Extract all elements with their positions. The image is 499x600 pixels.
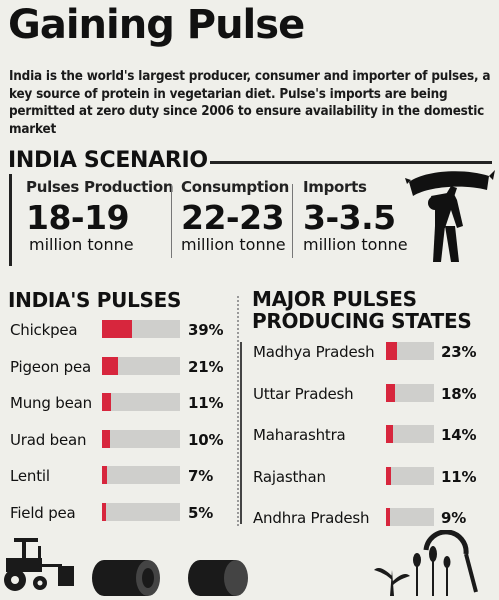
- bar-fill: [102, 502, 106, 521]
- bar-track: [102, 429, 180, 448]
- states-chart-title: MAJOR PULSES PRODUCING STATES: [252, 287, 472, 333]
- stat-label: Consumption: [181, 178, 289, 196]
- stat-divider: [292, 184, 293, 258]
- bar-fill: [102, 429, 110, 448]
- bar-fill: [386, 425, 393, 443]
- pulses-chart-title: INDIA'S PULSES: [8, 288, 182, 312]
- bar-fill: [386, 466, 392, 485]
- bar-track: [386, 466, 434, 485]
- bar-track: [102, 393, 180, 411]
- sprout-icon: [374, 568, 410, 596]
- bar-fill: [386, 342, 398, 360]
- sickle-icon: [423, 530, 478, 593]
- stat-consumption: Consumption 22-23 million tonne: [181, 178, 289, 254]
- stat-imports: Imports 3-3.5 million tonne: [303, 178, 408, 254]
- bar-track: [102, 502, 180, 521]
- bar-label: Field pea: [10, 503, 76, 522]
- column-divider: [237, 296, 239, 526]
- bar-value-label: 39%: [188, 321, 224, 339]
- bar-value-label: 9%: [441, 509, 467, 527]
- bar-track: [102, 466, 180, 484]
- stat-unit: million tonne: [29, 235, 134, 254]
- bar-fill: [386, 508, 391, 526]
- bar-fill: [386, 383, 395, 402]
- bar-label: Rajasthan: [253, 467, 326, 486]
- bar-value-label: 10%: [188, 430, 224, 449]
- bar-fill: [102, 320, 133, 338]
- hay-bale-icon: [92, 560, 248, 596]
- bar-label: Lentil: [10, 467, 50, 485]
- bar-label: Madhya Pradesh: [253, 343, 375, 361]
- states-axis-line: [240, 342, 242, 524]
- bar-value-label: 21%: [188, 357, 224, 376]
- bar-label: Pigeon pea: [10, 357, 92, 376]
- stat-unit: million tonne: [303, 235, 408, 254]
- stat-value: 3-3.5: [303, 198, 396, 237]
- bar-value-label: 7%: [188, 467, 214, 485]
- bar-value-label: 11%: [441, 467, 477, 486]
- scenario-rule: [210, 161, 492, 164]
- bar-fill: [102, 466, 108, 484]
- states-title-line-1: MAJOR PULSES: [252, 287, 417, 311]
- scenario-box: [9, 174, 412, 266]
- bar-label: Andhra Pradesh: [253, 509, 370, 527]
- states-title-line-2: PRODUCING STATES: [252, 309, 472, 333]
- intro-text: India is the world's largest producer, c…: [9, 69, 491, 137]
- bar-label: Mung bean: [10, 394, 92, 412]
- stat-unit: million tonne: [181, 235, 286, 254]
- bar-value-label: 11%: [188, 394, 224, 412]
- scenario-heading: INDIA SCENARIO: [8, 148, 208, 173]
- page-title: Gaining Pulse: [8, 2, 305, 48]
- bar-track: [386, 425, 434, 443]
- stat-divider: [171, 184, 172, 258]
- porter-icon: [405, 170, 495, 262]
- bar-value-label: 14%: [441, 426, 477, 444]
- footer-illustration: [4, 530, 478, 596]
- bar-fill: [102, 393, 111, 411]
- bar-track: [386, 383, 434, 402]
- bar-value-label: 5%: [188, 503, 214, 522]
- bar-label: Urad bean: [10, 430, 87, 449]
- wheat-icon: [413, 546, 451, 596]
- bar-track: [386, 342, 434, 360]
- bar-value-label: 23%: [441, 343, 477, 361]
- stat-value: 18-19: [26, 198, 130, 237]
- bar-label: Maharashtra: [253, 426, 346, 444]
- bar-label: Uttar Pradesh: [253, 384, 354, 403]
- bar-track: [102, 320, 180, 338]
- stat-label: Imports: [303, 178, 367, 196]
- bar-track: [102, 356, 180, 375]
- bar-fill: [102, 356, 119, 375]
- tractor-icon: [4, 538, 74, 591]
- stat-production: Pulses Production 18-19 million tonne: [26, 178, 174, 254]
- stat-label: Pulses Production: [26, 178, 174, 196]
- bar-label: Chickpea: [10, 321, 78, 339]
- stat-value: 22-23: [181, 198, 285, 237]
- bar-value-label: 18%: [441, 384, 477, 403]
- bar-track: [386, 508, 434, 526]
